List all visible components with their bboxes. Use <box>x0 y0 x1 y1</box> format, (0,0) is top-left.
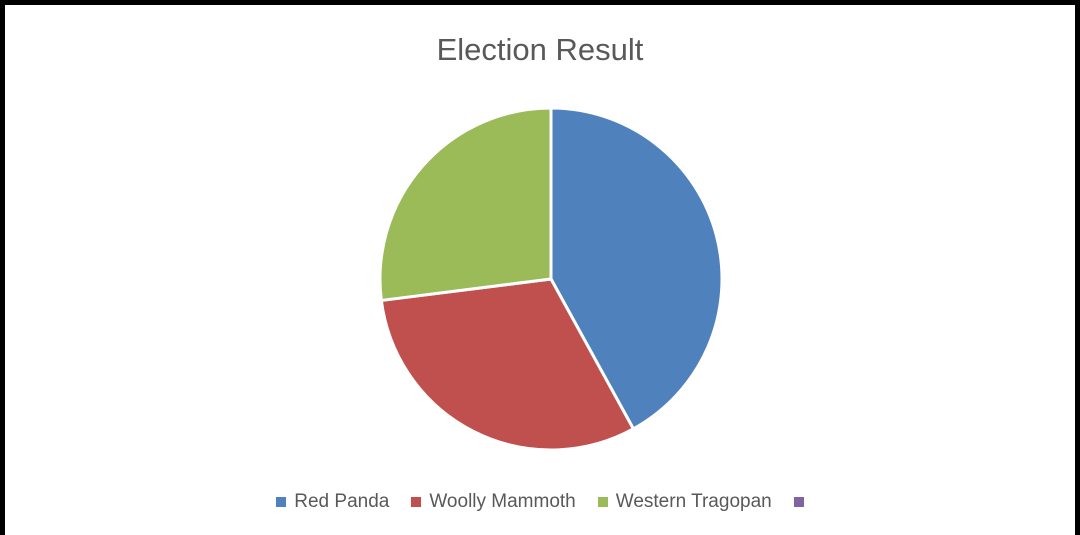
legend-label: Red Panda <box>294 491 390 512</box>
chart-legend: Red Panda Woolly Mammoth Western Tragopan <box>0 487 1080 517</box>
legend-item-woolly-mammoth: Woolly Mammoth <box>411 491 576 513</box>
legend-label: Western Tragopan <box>615 491 772 512</box>
legend-swatch <box>411 497 422 507</box>
legend-label: Woolly Mammoth <box>429 491 576 512</box>
legend-item-western-tragopan: Western Tragopan <box>597 491 772 513</box>
pie-slices <box>378 106 724 452</box>
legend-item-red-panda: Red Panda <box>276 491 389 513</box>
pie-slice-red-panda <box>549 106 724 431</box>
legend-item-series-4 <box>793 497 804 507</box>
pie-slice-western-tragopan <box>378 106 553 302</box>
chart-title: Election Result <box>436 32 644 67</box>
legend-swatch <box>793 497 804 507</box>
pie-slice-woolly-mammoth <box>379 277 635 452</box>
legend-swatch <box>276 497 287 507</box>
legend-swatch <box>597 497 608 507</box>
